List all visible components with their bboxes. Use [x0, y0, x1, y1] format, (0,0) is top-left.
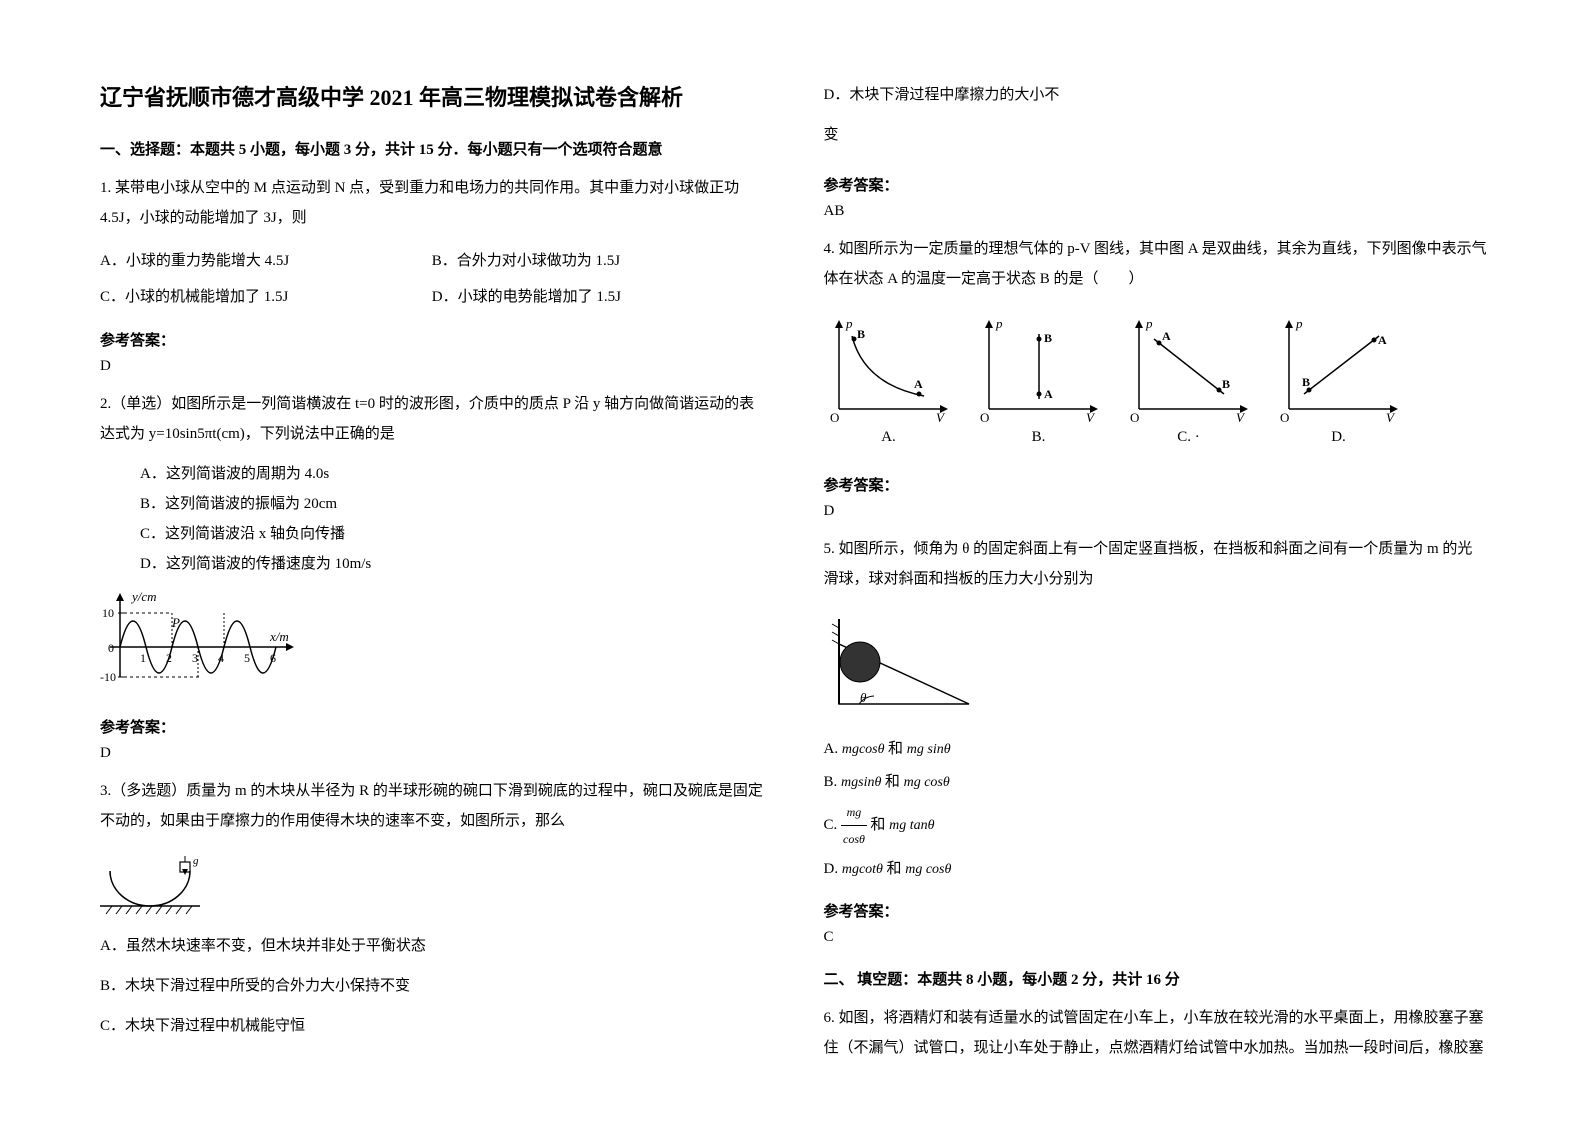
right-column: D．木块下滑过程中摩擦力的大小不 变 参考答案： AB 4. 如图所示为一定质量…	[824, 80, 1488, 1082]
q1-opt-c: C．小球的机械能增加了 1.5J	[100, 279, 432, 315]
svg-text:3: 3	[192, 651, 198, 665]
q5-stem: 5. 如图所示，倾角为 θ 的固定斜面上有一个固定竖直挡板，在挡板和斜面之间有一…	[824, 534, 1488, 594]
q4-label-c: C. ·	[1124, 429, 1254, 446]
q1-opt-a: A．小球的重力势能增大 4.5J	[100, 243, 432, 279]
svg-text:B: B	[857, 327, 865, 341]
svg-text:-10: -10	[100, 670, 116, 684]
svg-text:V: V	[936, 410, 946, 424]
svg-text:5: 5	[244, 651, 250, 665]
q1-stem: 1. 某带电小球从空中的 M 点运动到 N 点，受到重力和电场力的共同作用。其中…	[100, 173, 764, 233]
svg-text:A: A	[914, 377, 923, 391]
svg-text:0: 0	[108, 641, 114, 655]
svg-text:O: O	[1130, 410, 1139, 424]
q5-ans-value: C	[824, 929, 1488, 946]
svg-text:B: B	[1302, 375, 1310, 389]
q4-fig-c: p V O A B C. ·	[1124, 314, 1254, 446]
svg-text:2: 2	[166, 651, 172, 665]
q1-ans-value: D	[100, 358, 764, 375]
svg-text:A: A	[1162, 329, 1171, 343]
q3-ans-value: AB	[824, 203, 1488, 220]
q4-ans-label: 参考答案：	[824, 474, 1488, 495]
svg-text:θ: θ	[860, 690, 867, 705]
q4-label-a: A.	[824, 429, 954, 446]
svg-text:V: V	[1086, 410, 1096, 424]
svg-text:V: V	[1236, 410, 1246, 424]
svg-text:4: 4	[218, 651, 224, 665]
q4-ans-value: D	[824, 503, 1488, 520]
svg-text:A: A	[1044, 387, 1053, 401]
svg-text:p: p	[1145, 316, 1153, 331]
svg-text:V: V	[1386, 410, 1396, 424]
svg-text:B: B	[1044, 331, 1052, 345]
page-title: 辽宁省抚顺市德才高级中学 2021 年高三物理模拟试卷含解析	[100, 80, 764, 112]
q4-fig-b: p V O B A B.	[974, 314, 1104, 446]
q4-label-d: D.	[1274, 429, 1404, 446]
section-2-header: 二、 填空题：本题共 8 小题，每小题 2 分，共计 16 分	[824, 968, 1488, 989]
q5-opt-b: B. mgsinθ 和 mg cosθ	[824, 766, 1488, 799]
svg-text:B: B	[1222, 377, 1230, 391]
q2-options: A．这列简谐波的周期为 4.0s B．这列简谐波的振幅为 20cm C．这列简谐…	[100, 459, 764, 579]
svg-text:10: 10	[102, 606, 114, 620]
fraction-icon: mg cosθ	[841, 799, 867, 853]
q2-opt-c: C．这列简谐波沿 x 轴负向传播	[100, 519, 764, 549]
q3-opt-a: A．虽然木块速率不变，但木块并非处于平衡状态	[100, 931, 764, 961]
q3-opt-b: B．木块下滑过程中所受的合外力大小保持不变	[100, 971, 764, 1001]
q1-options-row-2: C．小球的机械能增加了 1.5J D．小球的电势能增加了 1.5J	[100, 279, 764, 315]
q6-stem: 6. 如图，将酒精灯和装有适量水的试管固定在小车上，小车放在较光滑的水平桌面上，…	[824, 1003, 1488, 1063]
svg-text:p: p	[995, 316, 1003, 331]
q3-bowl-figure: g	[100, 856, 764, 921]
q1-options-row-1: A．小球的重力势能增大 4.5J B．合外力对小球做功为 1.5J	[100, 243, 764, 279]
q3-opt-c: C．木块下滑过程中机械能守恒	[100, 1011, 764, 1041]
bowl-svg: g	[100, 856, 210, 916]
q3-opt-d-line2: 变	[824, 120, 1488, 150]
q5-opt-a: A. mgcosθ 和 mg sinθ	[824, 733, 1488, 766]
svg-text:P: P	[171, 615, 180, 630]
q2-ans-label: 参考答案：	[100, 716, 764, 737]
q1-opt-b: B．合外力对小球做功为 1.5J	[432, 243, 764, 279]
q5-opt-d: D. mgcotθ 和 mg cosθ	[824, 853, 1488, 886]
svg-text:y/cm: y/cm	[130, 589, 157, 604]
svg-text:p: p	[845, 316, 853, 331]
q5-opt-c: C. mg cosθ 和 mg tanθ	[824, 799, 1488, 853]
svg-text:O: O	[830, 410, 839, 424]
svg-text:6: 6	[270, 651, 276, 665]
q2-opt-b: B．这列简谐波的振幅为 20cm	[100, 489, 764, 519]
q2-stem: 2.（单选）如图所示是一列简谐横波在 t=0 时的波形图，介质中的质点 P 沿 …	[100, 389, 764, 449]
svg-text:x/m: x/m	[269, 629, 289, 644]
q5-ans-label: 参考答案：	[824, 900, 1488, 921]
svg-text:g: g	[193, 856, 199, 867]
q2-ans-value: D	[100, 745, 764, 762]
q4-fig-a: p V O B A A.	[824, 314, 954, 446]
wave-svg: y/cm x/m 10 0 -10 1 2 3 4 5 6 P	[100, 587, 300, 687]
q1-opt-d: D．小球的电势能增加了 1.5J	[432, 279, 764, 315]
svg-text:O: O	[980, 410, 989, 424]
q3-stem: 3.（多选题）质量为 m 的木块从半径为 R 的半球形碗的碗口下滑到碗底的过程中…	[100, 776, 764, 836]
q3-opt-d-line1: D．木块下滑过程中摩擦力的大小不	[824, 80, 1488, 110]
q4-stem: 4. 如图所示为一定质量的理想气体的 p-V 图线，其中图 A 是双曲线，其余为…	[824, 234, 1488, 294]
left-column: 辽宁省抚顺市德才高级中学 2021 年高三物理模拟试卷含解析 一、选择题：本题共…	[100, 80, 764, 1082]
q4-pv-figures: p V O B A A. p V O B	[824, 314, 1488, 446]
section-1-header: 一、选择题：本题共 5 小题，每小题 3 分，共计 15 分．每小题只有一个选项…	[100, 138, 764, 159]
q5-incline-figure: θ	[824, 614, 1488, 719]
svg-text:A: A	[1378, 333, 1387, 347]
svg-text:1: 1	[140, 651, 146, 665]
q4-label-b: B.	[974, 429, 1104, 446]
q1-ans-label: 参考答案：	[100, 329, 764, 350]
q2-wave-figure: y/cm x/m 10 0 -10 1 2 3 4 5 6 P	[100, 587, 764, 692]
q4-fig-d: p V O B A D.	[1274, 314, 1404, 446]
q3-ans-label: 参考答案：	[824, 174, 1488, 195]
svg-text:O: O	[1280, 410, 1289, 424]
svg-text:p: p	[1295, 316, 1303, 331]
q2-opt-a: A．这列简谐波的周期为 4.0s	[100, 459, 764, 489]
q2-opt-d: D．这列简谐波的传播速度为 10m/s	[100, 549, 764, 579]
